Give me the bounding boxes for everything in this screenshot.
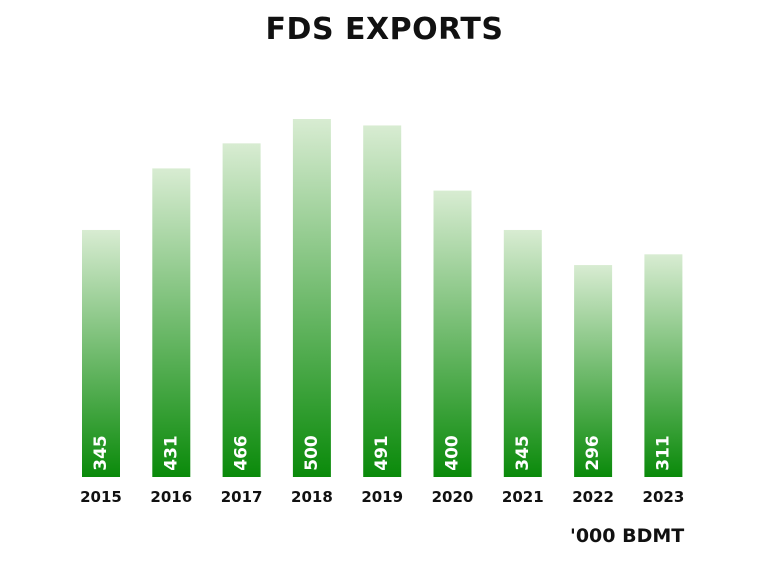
x-tick-label-2016: 2016 (150, 488, 192, 506)
x-tick-label-2022: 2022 (572, 488, 614, 506)
bar-2017 (222, 143, 261, 477)
value-label-2017: 466 (232, 435, 252, 471)
value-label-2019: 491 (372, 435, 392, 471)
x-tick-label-2015: 2015 (80, 488, 122, 506)
bar-2022 (574, 265, 613, 477)
x-tick-label-2018: 2018 (291, 488, 333, 506)
bar-2023 (644, 254, 683, 477)
bar-2018 (292, 119, 331, 477)
x-tick-label-2017: 2017 (221, 488, 263, 506)
value-label-2015: 345 (91, 435, 111, 471)
value-label-2018: 500 (302, 435, 322, 471)
value-label-2023: 311 (653, 435, 673, 471)
value-label-2022: 296 (583, 435, 603, 471)
unit-label: '000 BDMT (570, 525, 685, 547)
x-tick-label-2023: 2023 (643, 488, 685, 506)
bar-2020 (433, 190, 472, 477)
value-label-2016: 431 (161, 435, 181, 471)
value-label-2021: 345 (513, 435, 533, 471)
x-tick-label-2019: 2019 (361, 488, 403, 506)
value-label-2020: 400 (443, 435, 463, 471)
bar-2021 (503, 229, 542, 477)
x-tick-label-2020: 2020 (432, 488, 474, 506)
bar-2019 (363, 125, 402, 477)
x-tick-label-2021: 2021 (502, 488, 544, 506)
chart-title: FDS EXPORTS (265, 12, 504, 47)
bar-2016 (152, 168, 191, 478)
bar-2015 (82, 229, 120, 477)
